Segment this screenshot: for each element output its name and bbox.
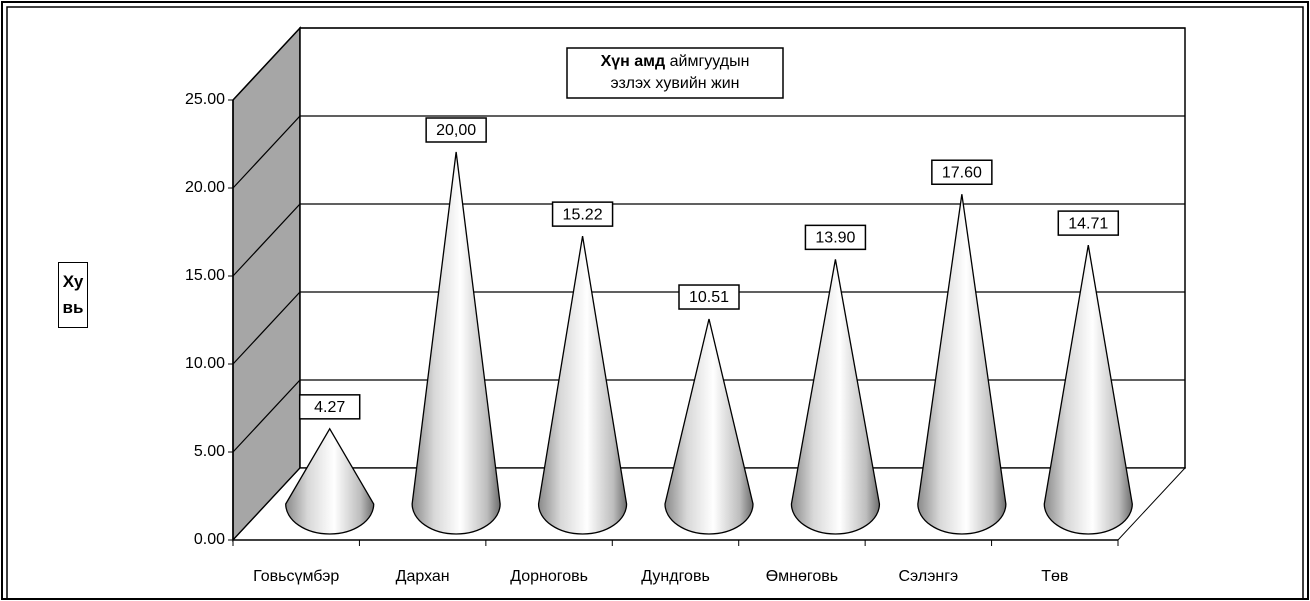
- inner-border: [6, 6, 1304, 600]
- y-axis-label: Хувь: [58, 262, 88, 328]
- x-tick-label: Дархан: [396, 568, 450, 585]
- cone: [285, 427, 375, 535]
- data-label: 15.22: [563, 206, 603, 223]
- data-label: 10.51: [689, 289, 729, 306]
- title-frame: [566, 47, 784, 99]
- data-label-box: [425, 117, 487, 143]
- x-tick-label: Сэлэнгэ: [899, 568, 959, 585]
- data-label-box: [678, 284, 740, 310]
- y-tick-label: 0.00: [194, 531, 225, 548]
- cone: [664, 318, 754, 535]
- grid-line: [232, 27, 1185, 101]
- cone: [1043, 244, 1133, 535]
- data-label-box: [931, 159, 993, 185]
- y-tick-label: 10.00: [185, 355, 225, 372]
- grid-line: [232, 291, 1185, 365]
- grid-line: [232, 115, 1185, 189]
- data-label: 13.90: [815, 230, 855, 247]
- data-label: 20,00: [436, 122, 476, 139]
- cone: [917, 194, 1007, 535]
- x-tick-label: Төв: [1041, 568, 1068, 585]
- data-label: 4.27: [314, 399, 345, 416]
- x-tick-label: Говьсүмбэр: [253, 568, 339, 585]
- x-tick-label: Өмнөговь: [766, 568, 838, 585]
- data-label: 14.71: [1068, 215, 1108, 232]
- cone: [411, 151, 501, 535]
- grid-line: [232, 467, 1185, 541]
- data-label: 17.60: [942, 164, 982, 181]
- y-tick-label: 20.00: [185, 179, 225, 196]
- chart-title-line2: эзлэх хувийн жин: [610, 75, 739, 92]
- cone: [790, 259, 881, 535]
- grid-line: [232, 379, 1185, 453]
- title-bold: Хүн амд: [601, 53, 666, 70]
- x-tick-label: Дорноговь: [510, 568, 588, 585]
- data-label-box: [298, 394, 361, 420]
- data-label-box: [804, 224, 867, 251]
- y-tick-label: 15.00: [185, 267, 225, 284]
- side-wall: [232, 26, 301, 542]
- grid-line: [232, 203, 1185, 277]
- y-tick-label: 5.00: [194, 443, 225, 460]
- cone: [537, 236, 628, 535]
- data-label-box: [551, 201, 614, 227]
- title-part: аймгуудын: [670, 53, 750, 70]
- data-label-box: [1057, 210, 1120, 236]
- chart-title-line1: Хүн амд аймгуудын: [601, 53, 750, 70]
- y-tick-label: 25.00: [185, 91, 225, 108]
- x-tick-label: Дундговь: [641, 568, 710, 585]
- title-box: Хүн амд аймгуудын эзлэх хувийн жин: [566, 47, 784, 99]
